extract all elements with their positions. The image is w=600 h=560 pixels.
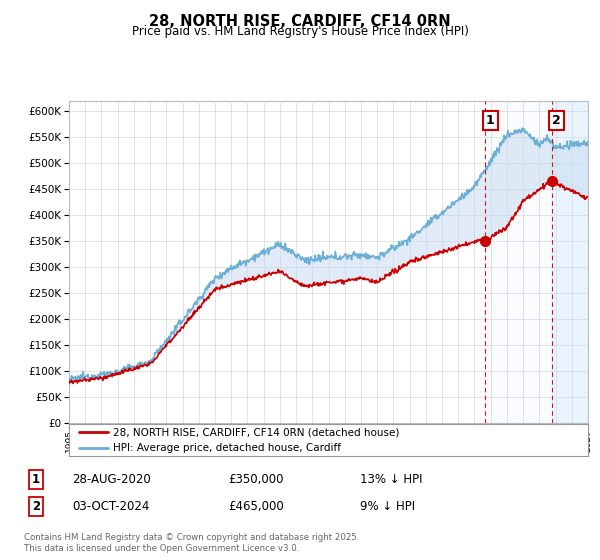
Text: £350,000: £350,000 bbox=[228, 473, 284, 487]
Text: £465,000: £465,000 bbox=[228, 500, 284, 514]
Text: 28, NORTH RISE, CARDIFF, CF14 0RN: 28, NORTH RISE, CARDIFF, CF14 0RN bbox=[149, 14, 451, 29]
Bar bbox=[551, 101, 588, 423]
Text: 2: 2 bbox=[552, 114, 561, 127]
Text: 9% ↓ HPI: 9% ↓ HPI bbox=[360, 500, 415, 514]
Text: 1: 1 bbox=[32, 473, 40, 487]
Text: Price paid vs. HM Land Registry's House Price Index (HPI): Price paid vs. HM Land Registry's House … bbox=[131, 25, 469, 38]
Text: 13% ↓ HPI: 13% ↓ HPI bbox=[360, 473, 422, 487]
Text: 28-AUG-2020: 28-AUG-2020 bbox=[72, 473, 151, 487]
Text: HPI: Average price, detached house, Cardiff: HPI: Average price, detached house, Card… bbox=[113, 444, 341, 453]
Text: 28, NORTH RISE, CARDIFF, CF14 0RN (detached house): 28, NORTH RISE, CARDIFF, CF14 0RN (detac… bbox=[113, 427, 400, 437]
Text: 03-OCT-2024: 03-OCT-2024 bbox=[72, 500, 149, 514]
Text: 1: 1 bbox=[485, 114, 494, 127]
Text: Contains HM Land Registry data © Crown copyright and database right 2025.
This d: Contains HM Land Registry data © Crown c… bbox=[24, 533, 359, 553]
Text: 2: 2 bbox=[32, 500, 40, 514]
Bar bbox=[485, 101, 551, 423]
